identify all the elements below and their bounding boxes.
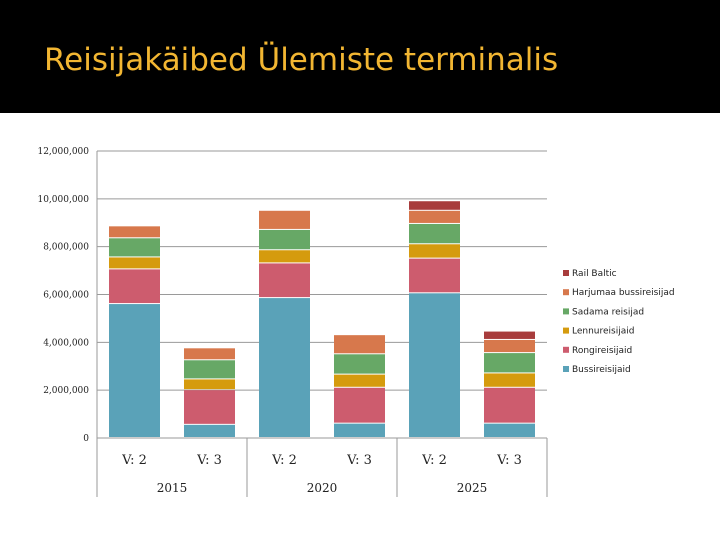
bar-segment — [109, 226, 160, 238]
y-tick-label: 10,000,000 — [37, 195, 89, 205]
legend-swatch — [563, 270, 569, 276]
bar-segment — [334, 387, 385, 423]
legend-label: Lennureisijaid — [572, 327, 634, 337]
bar-segment — [109, 269, 160, 304]
x-axis: V: 2 V: 3 V: 2 V: 3 V: 2 V: 3 2015 2020 2025 — [96, 437, 548, 497]
x-group-label: 2020 — [307, 481, 338, 495]
legend-label: Harjumaa bussireisijad — [572, 288, 675, 298]
legend-label: Bussireisijaid — [572, 365, 631, 375]
bar-segment — [409, 210, 460, 223]
legend: Rail Baltic Harjumaa bussireisijad Sadama … — [563, 269, 675, 375]
legend-swatch — [563, 346, 569, 353]
legend-label: Rail Baltic — [572, 269, 617, 279]
bar-segment — [259, 250, 310, 263]
x-category-label: V: 2 — [421, 453, 447, 468]
bar-segment — [184, 360, 235, 379]
legend-swatch — [563, 327, 569, 334]
bar-segment — [484, 387, 535, 423]
bar-segment — [484, 331, 535, 339]
x-category-label: V: 2 — [271, 453, 297, 468]
bar-segment — [109, 257, 160, 269]
x-category-label: V: 3 — [496, 453, 522, 468]
x-group-label: 2025 — [457, 481, 488, 495]
legend-swatch — [563, 289, 569, 296]
bar-segment — [409, 258, 460, 293]
y-tick-label: 2,000,000 — [43, 386, 89, 396]
bar-segment — [484, 373, 535, 387]
bar-segment — [484, 353, 535, 373]
bar-segment — [409, 201, 460, 210]
legend-swatch — [563, 366, 569, 372]
bar-segment — [184, 348, 235, 360]
y-tick-label: 12,000,000 — [37, 147, 89, 157]
bar-segment — [259, 263, 310, 298]
bar-segment — [109, 304, 160, 437]
bars — [109, 201, 535, 437]
bar-segment — [409, 293, 460, 437]
legend-swatch — [563, 308, 569, 315]
y-axis-tick-labels: 0 2,000,000 4,000,000 6,000,000 8,000,000 10,… — [37, 147, 89, 444]
slide-title: Reisijakäibed Ülemiste terminalis — [44, 42, 559, 78]
bar-segment — [259, 210, 310, 229]
y-tick-label: 0 — [83, 434, 89, 444]
x-category-label: V: 2 — [121, 453, 147, 468]
x-category-label: V: 3 — [196, 453, 222, 468]
legend-label: Rongireisijaid — [572, 346, 632, 356]
bar-segment — [184, 379, 235, 390]
bar-segment — [409, 223, 460, 244]
x-group-label: 2015 — [157, 481, 188, 495]
bar-segment — [334, 354, 385, 374]
title-band: Reisijakäibed Ülemiste terminalis — [0, 0, 720, 113]
bar-segment — [184, 390, 235, 424]
bar-segment — [184, 424, 235, 437]
y-tick-label: 6,000,000 — [43, 291, 89, 301]
bar-segment — [259, 298, 310, 437]
bar-segment — [484, 339, 535, 353]
y-tick-label: 4,000,000 — [43, 338, 89, 348]
x-category-label: V: 3 — [346, 453, 372, 468]
bar-segment — [334, 374, 385, 387]
bar-segment — [334, 423, 385, 437]
bar-segment — [484, 423, 535, 437]
bar-segment — [409, 244, 460, 258]
gridlines — [96, 150, 547, 439]
bar-segment — [334, 335, 385, 354]
bar-segment — [109, 238, 160, 257]
bar-segment — [259, 229, 310, 250]
legend-label: Sadama reisijad — [572, 307, 644, 317]
y-tick-label: 8,000,000 — [43, 243, 89, 253]
